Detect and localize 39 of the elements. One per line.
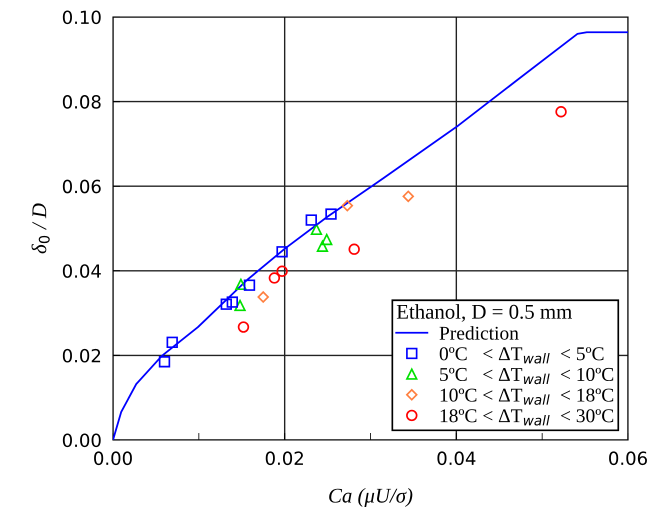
point <box>226 296 238 308</box>
y-tick-label: 0.00 <box>62 433 101 448</box>
legend-label: 10ºC < ΔT$_{wall}$ < 18ºC <box>440 388 614 405</box>
y-tick-label: 0.02 <box>62 348 100 363</box>
point <box>321 234 332 246</box>
point <box>220 298 232 310</box>
legend-label: 5ºC < ΔT$_{wall}$ < 10ºC <box>440 368 614 384</box>
point <box>348 244 360 255</box>
point <box>244 279 256 291</box>
point <box>555 106 567 118</box>
point <box>166 336 178 348</box>
legend-label: 18ºC < ΔT$_{wall}$ < 30ºC <box>440 409 614 426</box>
point <box>276 266 288 277</box>
point <box>268 272 280 284</box>
point <box>325 208 337 220</box>
legend-label: 0ºC < ΔT$_{wall}$ < 5ºC <box>440 347 604 364</box>
point <box>310 224 322 236</box>
point <box>257 291 269 303</box>
y-tick-label: 0.04 <box>62 264 101 278</box>
y-axis-title: δ$_{0}$ / D <box>32 203 50 254</box>
point <box>238 321 250 333</box>
y-tick-label: 0.08 <box>62 95 101 109</box>
point <box>158 356 170 368</box>
legend-label: Prediction <box>440 326 519 340</box>
x-tick-label: 0.04 <box>437 451 476 466</box>
x-axis-title: Ca (μU/σ) <box>329 488 412 507</box>
point <box>235 278 247 290</box>
point <box>306 214 317 226</box>
x-tick-label: 0.06 <box>609 451 647 466</box>
point <box>316 240 328 252</box>
point <box>276 246 288 258</box>
y-tick-label: 0.10 <box>62 10 101 24</box>
legend-title: Ethanol, D = 0.5 mm <box>396 304 572 322</box>
y-tick-label: 0.06 <box>62 180 101 194</box>
x-tick-label: 0.00 <box>94 451 132 466</box>
point <box>234 300 246 312</box>
point <box>402 190 414 202</box>
point <box>342 200 354 212</box>
x-tick-label: 0.02 <box>266 451 303 466</box>
